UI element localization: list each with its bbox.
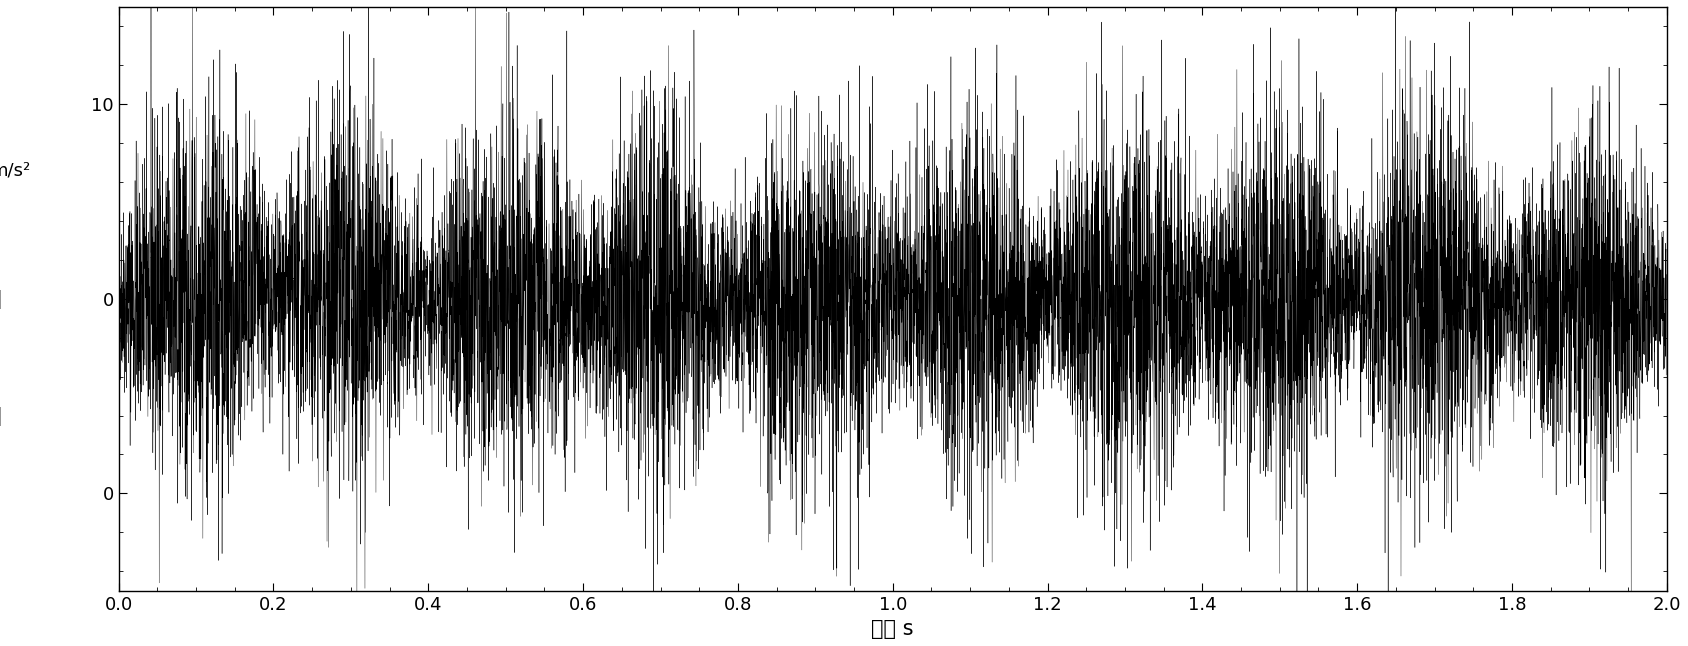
Text: m/s²: m/s² (0, 162, 30, 180)
X-axis label: 时间 s: 时间 s (871, 619, 913, 639)
